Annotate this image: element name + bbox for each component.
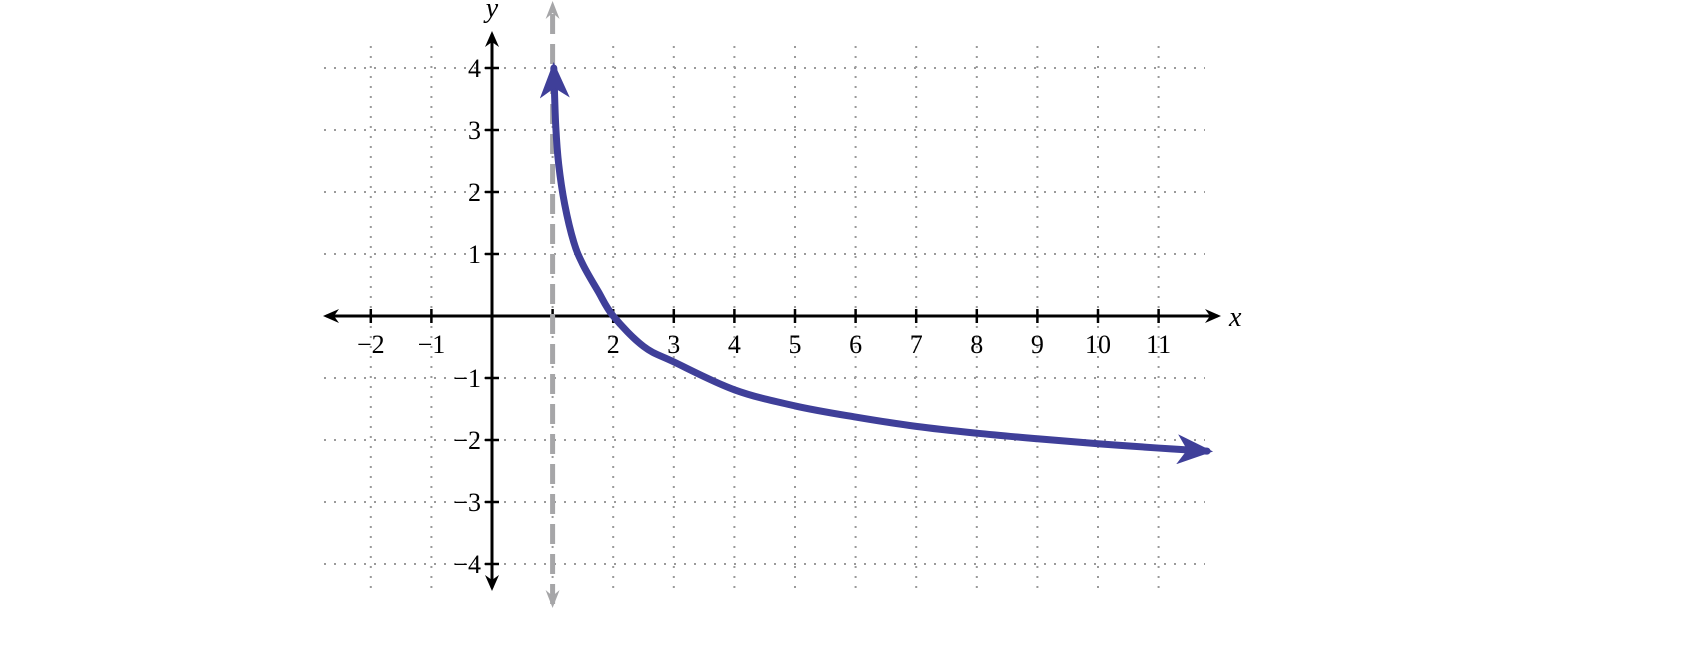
y-tick-label-2: 2 (468, 178, 481, 207)
series-layer (539, 62, 1214, 465)
x-tick-label-7: 7 (910, 330, 923, 359)
x-tick-label-5: 5 (789, 330, 802, 359)
y-axis-label: y (483, 0, 499, 24)
x-tick-label-4: 4 (728, 330, 741, 359)
x-axis-label: x (1228, 302, 1242, 333)
x-tick-label--1: −1 (418, 330, 446, 359)
y-tick-label--4: −4 (453, 550, 481, 579)
x-tick-label-9: 9 (1031, 330, 1044, 359)
y-tick-label-1: 1 (468, 240, 481, 269)
y-tick-label--2: −2 (453, 426, 481, 455)
x-tick-label-11: 11 (1146, 330, 1171, 359)
x-tick-label-3: 3 (667, 330, 680, 359)
y-tick-label--1: −1 (453, 364, 481, 393)
x-tick-label-6: 6 (849, 330, 862, 359)
y-tick-label-4: 4 (468, 54, 481, 83)
y-tick-label--3: −3 (453, 488, 481, 517)
y-tick-label-3: 3 (468, 116, 481, 145)
x-tick-label-8: 8 (970, 330, 983, 359)
x-tick-label-10: 10 (1085, 330, 1111, 359)
function-curve-0 (539, 62, 1214, 465)
x-tick-label-2: 2 (607, 330, 620, 359)
x-tick-label--2: −2 (357, 330, 385, 359)
